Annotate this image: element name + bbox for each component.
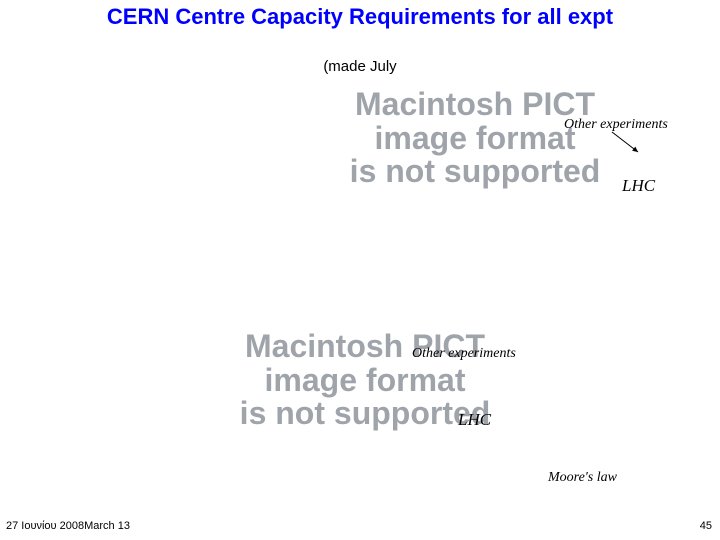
footer-date: 27 Ιουνίου 2008March 13 <box>6 520 130 532</box>
arrow-icon <box>0 0 720 540</box>
annotation-other-experiments-1: Other experiments <box>564 117 668 133</box>
slide-title: CERN Centre Capacity Requirements for al… <box>0 4 720 30</box>
annotation-other-experiments-2: Other experiments <box>412 346 516 362</box>
annotation-moores-law: Moore's law <box>548 470 617 486</box>
annotation-lhc-1: LHC <box>622 176 655 196</box>
annotation-lhc-2: LHC <box>458 410 491 430</box>
slide-number: 45 <box>700 520 712 532</box>
pict2-line3: is not supported <box>150 397 580 431</box>
pict2-line2: image format <box>150 364 580 398</box>
pict-placeholder-1: Macintosh PICT image format is not suppo… <box>260 88 690 189</box>
slide-subtitle: (made July <box>0 58 720 75</box>
